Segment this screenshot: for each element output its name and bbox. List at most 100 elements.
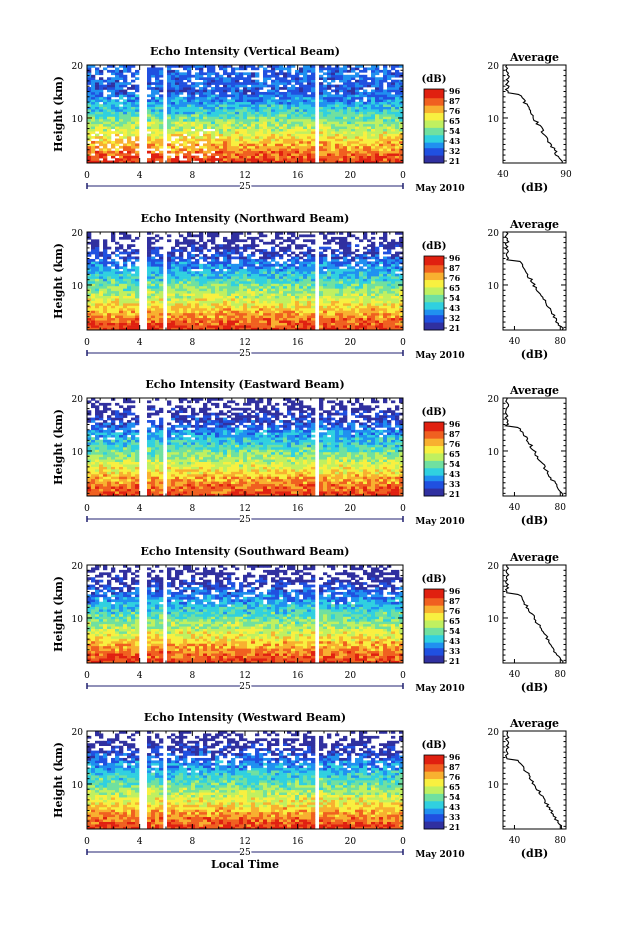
heatmap-cell: [275, 310, 280, 314]
heatmap-cell: [131, 99, 136, 103]
heatmap-cell: [319, 300, 324, 304]
heatmap-cell: [119, 94, 124, 98]
heatmap-title: Echo Intensity (Vertical Beam): [150, 45, 340, 58]
heatmap-cell: [279, 158, 284, 161]
heatmap-cell: [255, 310, 260, 314]
heatmap-cell: [363, 140, 368, 144]
heatmap-cell: [303, 89, 308, 93]
heatmap-cell: [227, 65, 232, 68]
heatmap-cell: [155, 82, 160, 85]
heatmap-cell: [103, 99, 108, 103]
heatmap-cell: [151, 91, 156, 95]
heatmap-cell: [339, 312, 344, 316]
heatmap-cell: [119, 160, 124, 164]
heatmap-cell: [179, 114, 184, 117]
heatmap-cell: [363, 303, 368, 306]
heatmap-cell: [307, 106, 312, 110]
heatmap-cell: [291, 300, 296, 304]
heatmap-cell: [387, 99, 392, 103]
heatmap-cell: [283, 91, 288, 95]
heatmap-cell: [387, 101, 392, 105]
heatmap-cell: [195, 128, 200, 132]
heatmap-cell: [271, 87, 276, 90]
heatmap-cell: [399, 94, 404, 98]
heatmap-cell: [243, 320, 248, 323]
heatmap-cell: [311, 160, 316, 164]
heatmap-cell: [207, 138, 212, 142]
heatmap-cell: [103, 281, 108, 284]
heatmap-cell: [367, 136, 372, 139]
heatmap-cell: [259, 143, 264, 147]
heatmap-cell: [303, 140, 308, 144]
heatmap-cell: [195, 322, 200, 326]
heatmap-cell: [179, 104, 184, 107]
heatmap-cell: [367, 158, 372, 161]
heatmap-cell: [355, 82, 360, 85]
heatmap-cell: [151, 94, 156, 98]
heatmap-cell: [347, 121, 352, 125]
heatmap-cell: [243, 96, 248, 100]
heatmap-cell: [283, 278, 288, 282]
heatmap-cell: [271, 99, 276, 103]
heatmap-cell: [247, 138, 252, 142]
heatmap-cell: [351, 109, 356, 112]
heatmap-cell: [395, 121, 400, 125]
heatmap-cell: [271, 114, 276, 117]
heatmap-cell: [183, 126, 188, 129]
heatmap-cell: [399, 327, 404, 331]
heatmap-cell: [287, 87, 292, 90]
heatmap-cell: [263, 271, 268, 274]
heatmap-cell: [399, 307, 404, 311]
heatmap-cell: [239, 278, 244, 282]
heatmap-cell: [199, 305, 204, 309]
heatmap-cell: [243, 99, 248, 103]
heatmap-cell: [307, 327, 312, 331]
heatmap-cell: [323, 72, 328, 76]
heatmap-cell: [199, 106, 204, 110]
heatmap-cell: [359, 138, 364, 142]
heatmap-cell: [223, 77, 228, 80]
panel-2: Echo Intensity (Northward Beam)0 4 8 12 16 20…: [52, 212, 567, 361]
heatmap-cell: [383, 298, 388, 301]
heatmap-cell: [247, 82, 252, 85]
heatmap-cell: [255, 327, 260, 331]
heatmap-cell: [319, 310, 324, 314]
heatmap-cell: [103, 300, 108, 304]
heatmap-cell: [359, 266, 364, 270]
heatmap-cell: [199, 303, 204, 306]
heatmap-cell: [383, 295, 388, 299]
heatmap-cell: [283, 143, 288, 147]
heatmap-cell: [203, 283, 208, 287]
heatmap-cell: [227, 322, 232, 326]
heatmap-cell: [303, 305, 308, 309]
heatmap-cell: [339, 158, 344, 161]
heatmap-cell: [387, 96, 392, 100]
heatmap-cell: [95, 123, 100, 127]
heatmap-cell: [347, 123, 352, 127]
heatmap-cell: [335, 116, 340, 120]
heatmap-cell: [327, 295, 332, 299]
heatmap-cell: [255, 131, 260, 134]
heatmap-cell: [207, 101, 212, 105]
heatmap-cell: [343, 317, 348, 321]
heatmap-cell: [227, 128, 232, 132]
heatmap-cell: [339, 133, 344, 137]
heatmap-cell: [331, 268, 336, 272]
heatmap-cell: [323, 295, 328, 299]
heatmap-cell: [295, 143, 300, 147]
heatmap-cell: [339, 121, 344, 125]
heatmap-cell: [371, 261, 376, 265]
heatmap-cell: [331, 72, 336, 76]
profile-frame: [502, 64, 567, 164]
heatmap-cell: [95, 69, 100, 73]
heatmap-cell: [363, 278, 368, 282]
heatmap-cell: [339, 140, 344, 144]
heatmap-cell: [103, 143, 108, 147]
heatmap-cell: [171, 96, 176, 100]
colorbar-segment: [424, 90, 444, 94]
heatmap-cell: [303, 327, 308, 331]
heatmap-cell: [339, 298, 344, 301]
heatmap-cell: [347, 317, 352, 321]
heatmap-cell: [303, 87, 308, 90]
heatmap-cell: [291, 312, 296, 316]
